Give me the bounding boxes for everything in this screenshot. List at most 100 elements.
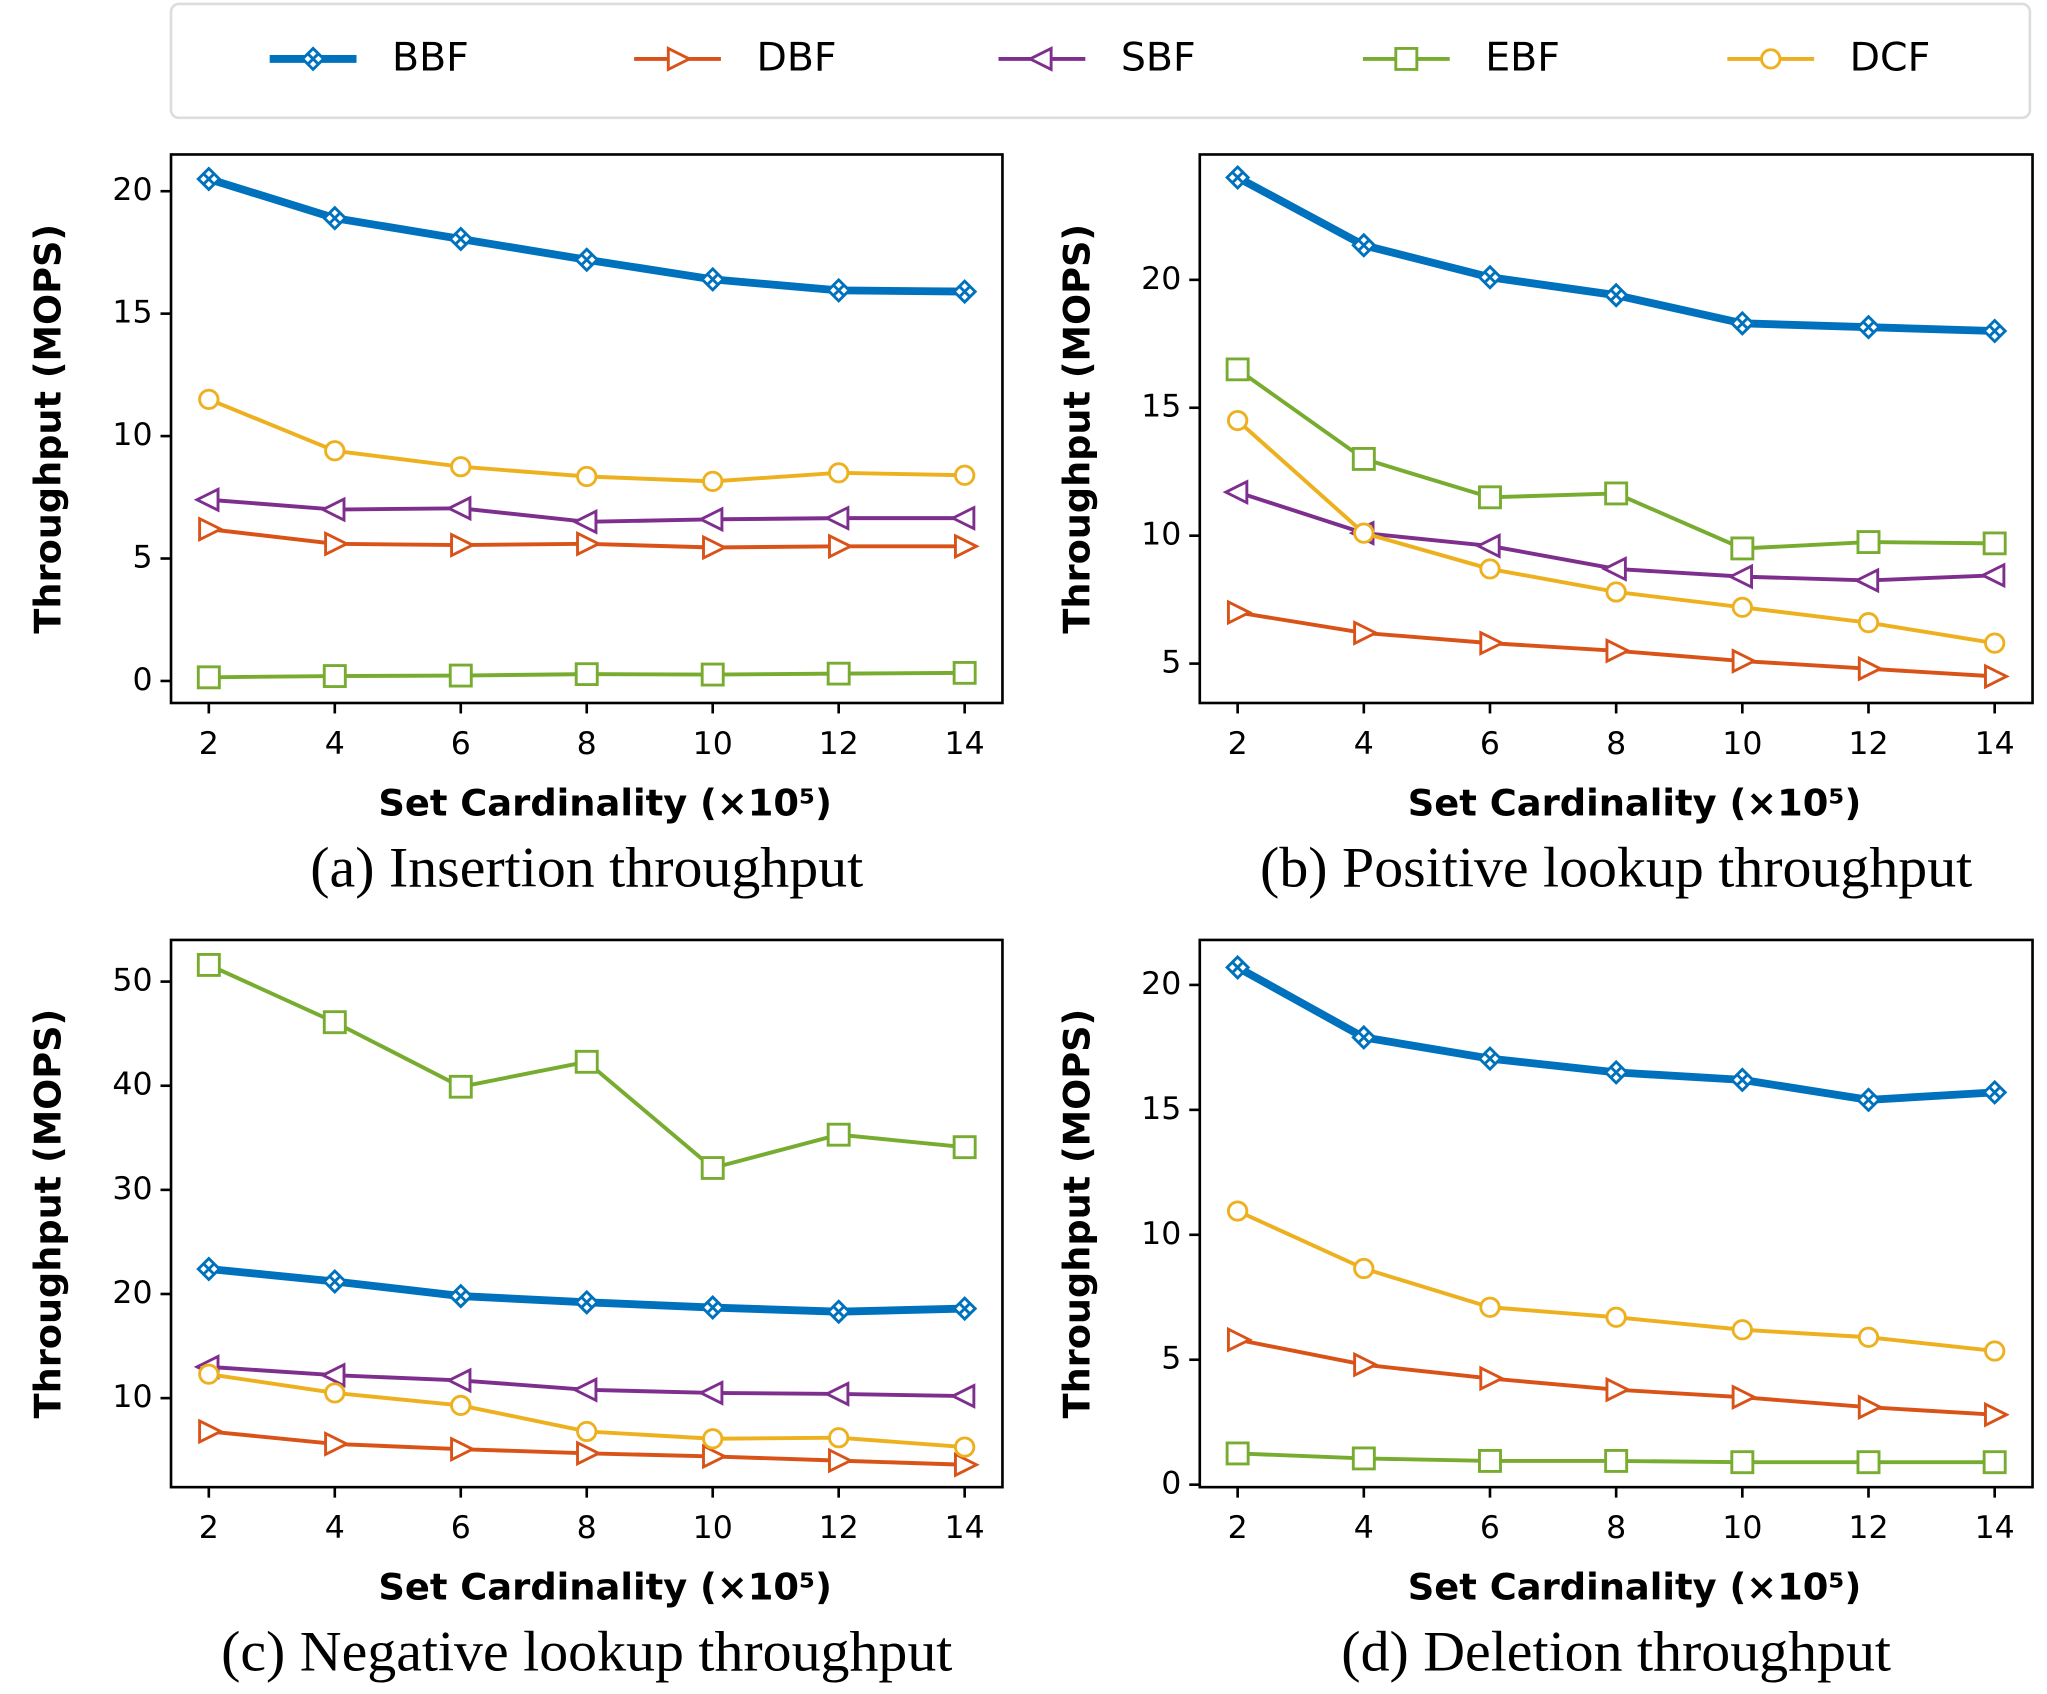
marker — [450, 1436, 476, 1462]
legend-label: SBF — [1121, 35, 1196, 81]
marker — [324, 531, 350, 557]
marker — [322, 205, 348, 231]
marker — [1731, 1319, 1753, 1341]
y-tick-label: 40 — [112, 1067, 152, 1103]
marker — [1603, 1059, 1629, 1085]
legend-label: BBF — [392, 35, 469, 81]
x-tick-label: 8 — [1606, 726, 1626, 762]
marker — [1226, 599, 1253, 626]
marker — [1353, 1351, 1379, 1378]
caption: (c) Negative lookup throughput — [221, 1621, 952, 1684]
y-tick-label: 20 — [112, 172, 152, 208]
x-tick-label: 12 — [819, 1510, 859, 1546]
x-tick-label: 10 — [1722, 726, 1762, 762]
x-tick-label: 4 — [325, 726, 345, 762]
marker — [198, 388, 220, 410]
marker — [1605, 1306, 1627, 1328]
series-line — [1236, 1209, 1995, 1353]
series-line — [1237, 1337, 1995, 1417]
marker — [1605, 1376, 1632, 1403]
marker — [1760, 48, 1782, 70]
series-line — [207, 175, 965, 296]
legend-label: EBF — [1485, 35, 1560, 81]
marker — [196, 166, 222, 192]
marker — [1857, 1326, 1880, 1348]
y-axis-label: Throughput (MOPS) — [26, 224, 69, 634]
marker — [1605, 638, 1632, 664]
marker — [954, 1436, 976, 1458]
y-tick-label: 10 — [112, 1379, 152, 1415]
marker — [1353, 1257, 1375, 1280]
marker — [1857, 655, 1884, 682]
y-tick-label: 0 — [133, 662, 153, 698]
x-tick-label: 8 — [1606, 1510, 1626, 1546]
y-tick-label: 15 — [112, 295, 152, 331]
marker — [1604, 481, 1629, 506]
x-tick-label: 6 — [451, 726, 471, 762]
marker — [1730, 1450, 1755, 1475]
marker — [826, 1122, 851, 1147]
x-tick-label: 12 — [1848, 726, 1888, 762]
marker — [1603, 282, 1629, 308]
y-tick-label: 50 — [112, 963, 152, 999]
marker — [198, 516, 224, 542]
marker — [700, 1295, 726, 1321]
x-tick-label: 10 — [1722, 1510, 1762, 1546]
marker — [324, 1382, 346, 1404]
x-tick-label: 14 — [1975, 1510, 2015, 1546]
marker — [322, 1268, 348, 1295]
y-tick-label: 5 — [1161, 1341, 1181, 1377]
marker — [193, 486, 220, 513]
marker — [1225, 357, 1250, 382]
marker — [1731, 648, 1758, 674]
y-axis-label: Throughput (MOPS) — [1055, 1009, 1098, 1419]
x-tick-label: 14 — [945, 726, 985, 762]
marker — [697, 1380, 724, 1406]
marker — [1604, 1449, 1629, 1473]
x-tick-label: 2 — [1228, 726, 1248, 762]
marker — [445, 495, 472, 522]
marker — [319, 1362, 346, 1389]
x-tick-label: 14 — [945, 1510, 985, 1546]
marker — [448, 1074, 473, 1099]
y-tick-label: 30 — [112, 1171, 152, 1207]
y-tick-label: 5 — [1161, 645, 1181, 681]
marker — [198, 1363, 220, 1385]
marker — [1353, 522, 1375, 544]
marker — [700, 266, 726, 292]
x-tick-label: 14 — [1975, 726, 2015, 762]
plot-frame — [1198, 153, 2034, 705]
marker — [826, 1299, 852, 1325]
marker — [1353, 620, 1379, 646]
x-axis-label: Set Cardinality (×10⁵) — [378, 1566, 832, 1609]
marker — [828, 1447, 854, 1474]
marker — [576, 465, 598, 488]
marker — [450, 456, 472, 478]
plot-frame — [1198, 938, 2034, 1489]
marker — [700, 1156, 725, 1180]
marker — [1479, 630, 1506, 656]
marker — [1984, 632, 2006, 654]
marker — [1982, 1450, 2007, 1475]
marker — [1984, 1340, 2006, 1362]
marker — [1351, 1446, 1376, 1471]
marker — [1731, 596, 1753, 618]
marker — [1226, 409, 1249, 432]
marker — [1727, 563, 1753, 590]
marker — [1856, 1450, 1881, 1475]
marker — [702, 470, 724, 492]
marker — [952, 660, 977, 685]
x-tick-label: 8 — [577, 1510, 597, 1546]
marker — [826, 661, 851, 686]
marker — [196, 1256, 222, 1282]
marker — [1853, 567, 1880, 594]
marker — [949, 1383, 976, 1409]
marker — [198, 1418, 224, 1445]
y-tick-label: 10 — [112, 417, 152, 453]
marker — [576, 531, 602, 557]
marker — [954, 1451, 980, 1478]
series-line — [1236, 419, 1995, 646]
marker — [322, 664, 347, 688]
caption: (b) Positive lookup throughput — [1260, 837, 1972, 900]
x-tick-label: 4 — [1354, 1510, 1374, 1546]
